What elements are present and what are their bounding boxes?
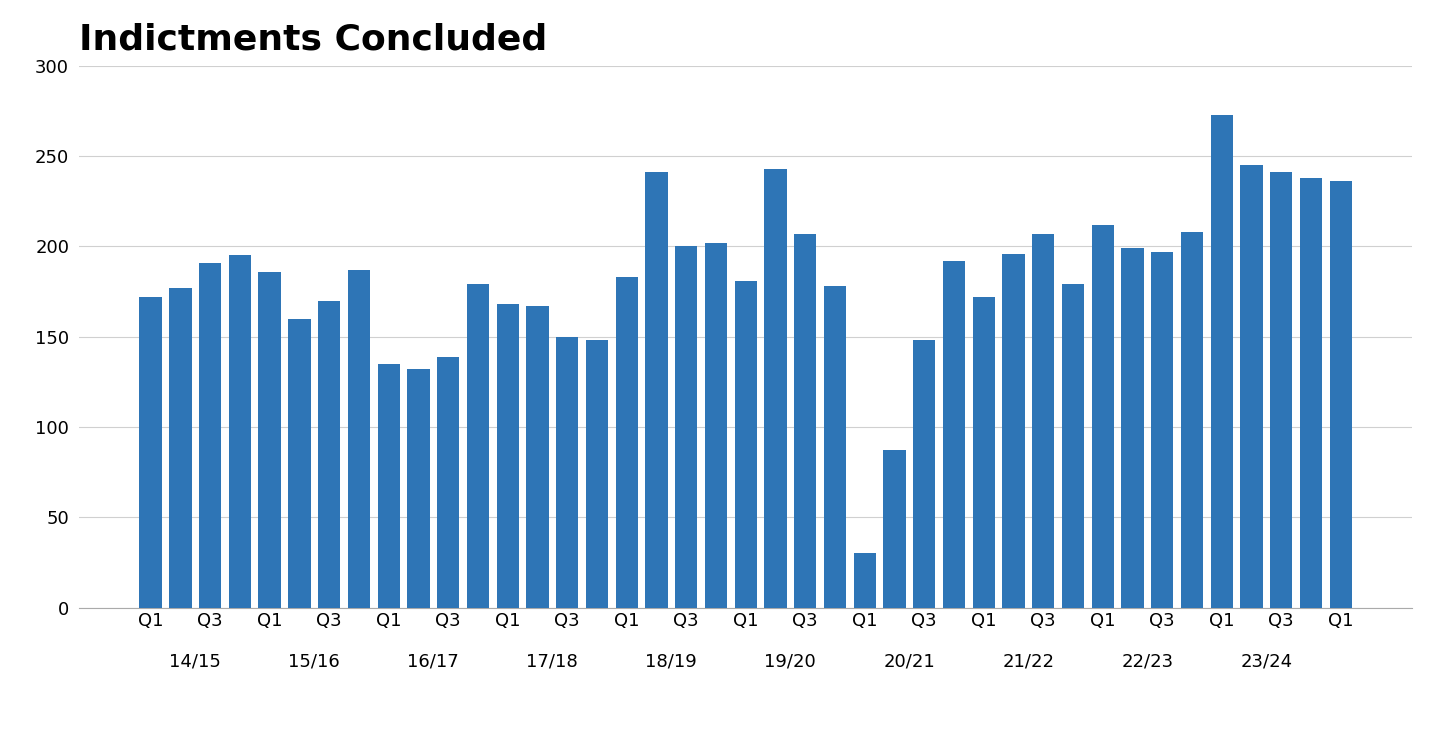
Bar [645, 173, 668, 608]
Bar [734, 281, 757, 608]
Text: 17/18: 17/18 [526, 652, 578, 670]
Bar [704, 243, 727, 608]
Text: 21/22: 21/22 [1002, 652, 1054, 670]
Bar [526, 306, 549, 608]
Text: 16/17: 16/17 [407, 652, 459, 670]
Bar [1032, 234, 1054, 608]
Text: 22/23: 22/23 [1121, 652, 1173, 670]
Bar [913, 340, 935, 608]
Bar [615, 277, 638, 608]
Bar [1061, 284, 1084, 608]
Bar [1091, 225, 1114, 608]
Bar [288, 318, 311, 608]
Bar [764, 169, 787, 608]
Bar [258, 272, 281, 608]
Text: 23/24: 23/24 [1240, 652, 1292, 670]
Bar [1299, 178, 1322, 608]
Bar [496, 305, 519, 608]
Bar [883, 450, 906, 608]
Bar [675, 247, 697, 608]
Bar [437, 356, 459, 608]
Bar [972, 297, 995, 608]
Bar [139, 297, 162, 608]
Bar [853, 553, 876, 608]
Text: Indictments Concluded: Indictments Concluded [79, 22, 548, 56]
Text: 15/16: 15/16 [288, 652, 340, 670]
Bar [1240, 165, 1262, 608]
Bar [466, 284, 489, 608]
Bar [407, 369, 430, 608]
Text: 20/21: 20/21 [883, 652, 935, 670]
Bar [169, 288, 192, 608]
Bar [1002, 254, 1025, 608]
Text: 14/15: 14/15 [169, 652, 221, 670]
Bar [318, 301, 340, 608]
Bar [823, 286, 846, 608]
Text: 18/19: 18/19 [645, 652, 697, 670]
Bar [199, 263, 221, 608]
Bar [377, 364, 400, 608]
Bar [1329, 182, 1352, 608]
Bar [348, 270, 370, 608]
Bar [1271, 173, 1292, 608]
Bar [1121, 248, 1143, 608]
Bar [794, 234, 816, 608]
Bar [556, 337, 578, 608]
Bar [1180, 232, 1203, 608]
Text: 19/20: 19/20 [764, 652, 816, 670]
Bar [942, 261, 965, 608]
Bar [585, 340, 608, 608]
Bar [1152, 252, 1173, 608]
Bar [1210, 115, 1233, 608]
Bar [229, 255, 251, 608]
